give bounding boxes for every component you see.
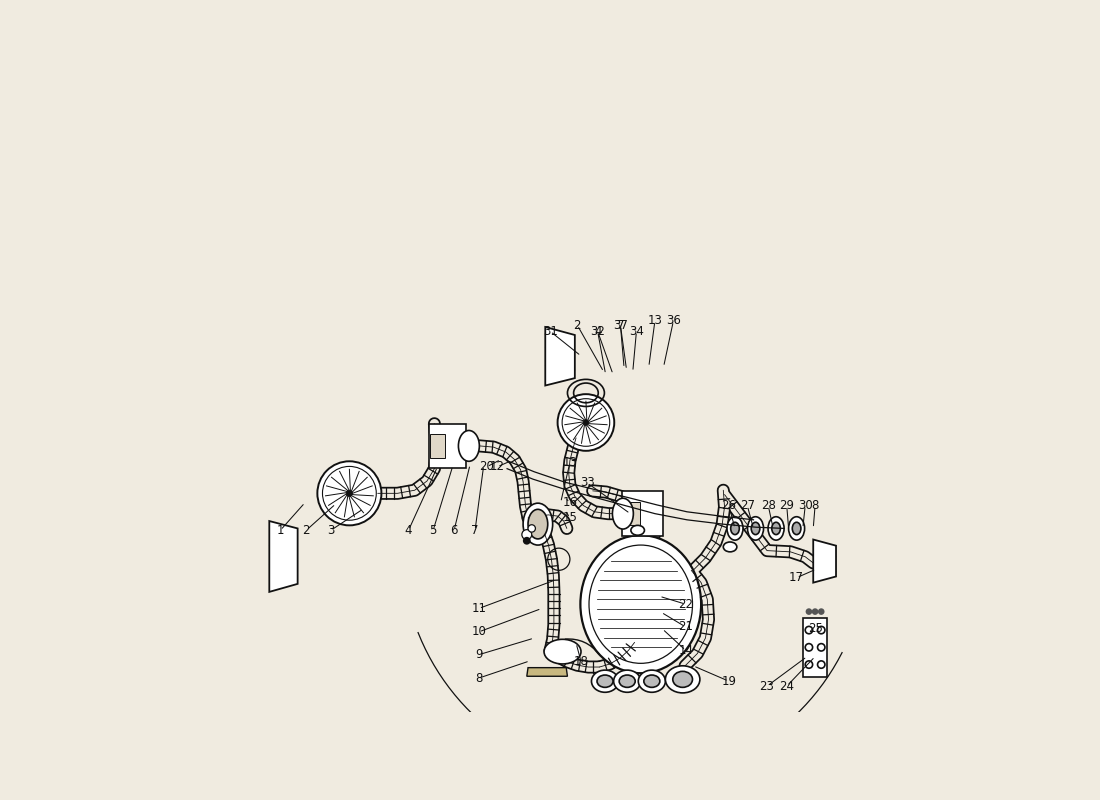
Ellipse shape [772,522,780,534]
Polygon shape [270,521,298,592]
Text: 32: 32 [591,325,605,338]
Ellipse shape [644,675,660,687]
Text: 5: 5 [429,524,437,537]
Circle shape [524,538,530,544]
Text: 22: 22 [679,598,693,610]
Ellipse shape [724,542,737,552]
Ellipse shape [666,666,700,693]
Bar [429,424,466,468]
Circle shape [558,394,614,451]
Circle shape [346,490,353,497]
Ellipse shape [544,639,581,664]
Ellipse shape [751,522,760,534]
Text: 13: 13 [562,456,578,469]
Circle shape [317,462,382,526]
Ellipse shape [748,517,763,540]
Ellipse shape [614,670,640,692]
Text: 28: 28 [761,499,776,512]
Text: 37: 37 [613,318,628,332]
Circle shape [806,609,812,614]
Text: 7: 7 [617,318,624,332]
Text: 34: 34 [629,325,644,338]
Text: 20: 20 [480,460,494,474]
Text: 9: 9 [475,648,483,662]
Text: 4: 4 [405,524,412,537]
Ellipse shape [524,503,552,545]
Text: 6: 6 [450,524,458,537]
Ellipse shape [638,670,666,692]
Ellipse shape [673,671,693,687]
Bar [430,434,444,458]
Ellipse shape [597,675,613,687]
Text: 17: 17 [789,571,804,584]
Text: 12: 12 [490,460,505,474]
Bar [623,491,663,536]
Text: 10: 10 [471,626,486,638]
Text: 18: 18 [573,655,588,668]
Ellipse shape [581,535,701,673]
Polygon shape [813,539,836,582]
Text: 16: 16 [562,496,578,509]
Text: 25: 25 [807,622,823,635]
Text: 2: 2 [573,318,581,332]
Ellipse shape [592,670,618,692]
Circle shape [805,661,813,668]
Text: 7: 7 [471,524,478,537]
Text: 36: 36 [666,314,681,327]
Circle shape [805,644,813,651]
Text: 30: 30 [798,499,813,512]
Text: 4: 4 [594,325,602,338]
Ellipse shape [730,522,739,534]
Text: 26: 26 [722,499,736,512]
Text: 21: 21 [679,621,693,634]
Circle shape [805,626,813,634]
Text: 3: 3 [327,524,334,537]
Text: 8: 8 [812,499,818,512]
Text: 2: 2 [302,524,310,537]
Ellipse shape [789,517,804,540]
Text: 23: 23 [760,680,774,693]
Polygon shape [546,327,575,386]
Circle shape [583,420,588,426]
Text: 14: 14 [679,644,693,657]
Circle shape [817,644,825,651]
Ellipse shape [768,517,784,540]
Text: 8: 8 [475,672,483,685]
Text: 31: 31 [542,325,558,338]
Ellipse shape [613,498,634,529]
Circle shape [818,609,824,614]
Circle shape [817,626,825,634]
Text: 29: 29 [779,499,794,512]
Circle shape [817,661,825,668]
Text: 11: 11 [471,602,486,615]
Text: 15: 15 [562,511,578,525]
Text: 13: 13 [648,314,662,327]
Ellipse shape [631,526,645,535]
Ellipse shape [619,675,635,687]
Ellipse shape [727,517,742,540]
Text: 24: 24 [779,680,794,693]
Bar [626,502,639,526]
Text: 27: 27 [740,499,755,512]
Circle shape [813,609,817,614]
Bar [803,618,827,677]
Circle shape [528,525,536,532]
Text: 33: 33 [580,476,594,490]
Circle shape [521,530,531,539]
Text: 1: 1 [276,524,284,537]
Ellipse shape [792,522,801,534]
Ellipse shape [459,430,480,462]
Ellipse shape [528,510,548,539]
Text: 19: 19 [722,674,736,688]
Polygon shape [527,668,568,676]
